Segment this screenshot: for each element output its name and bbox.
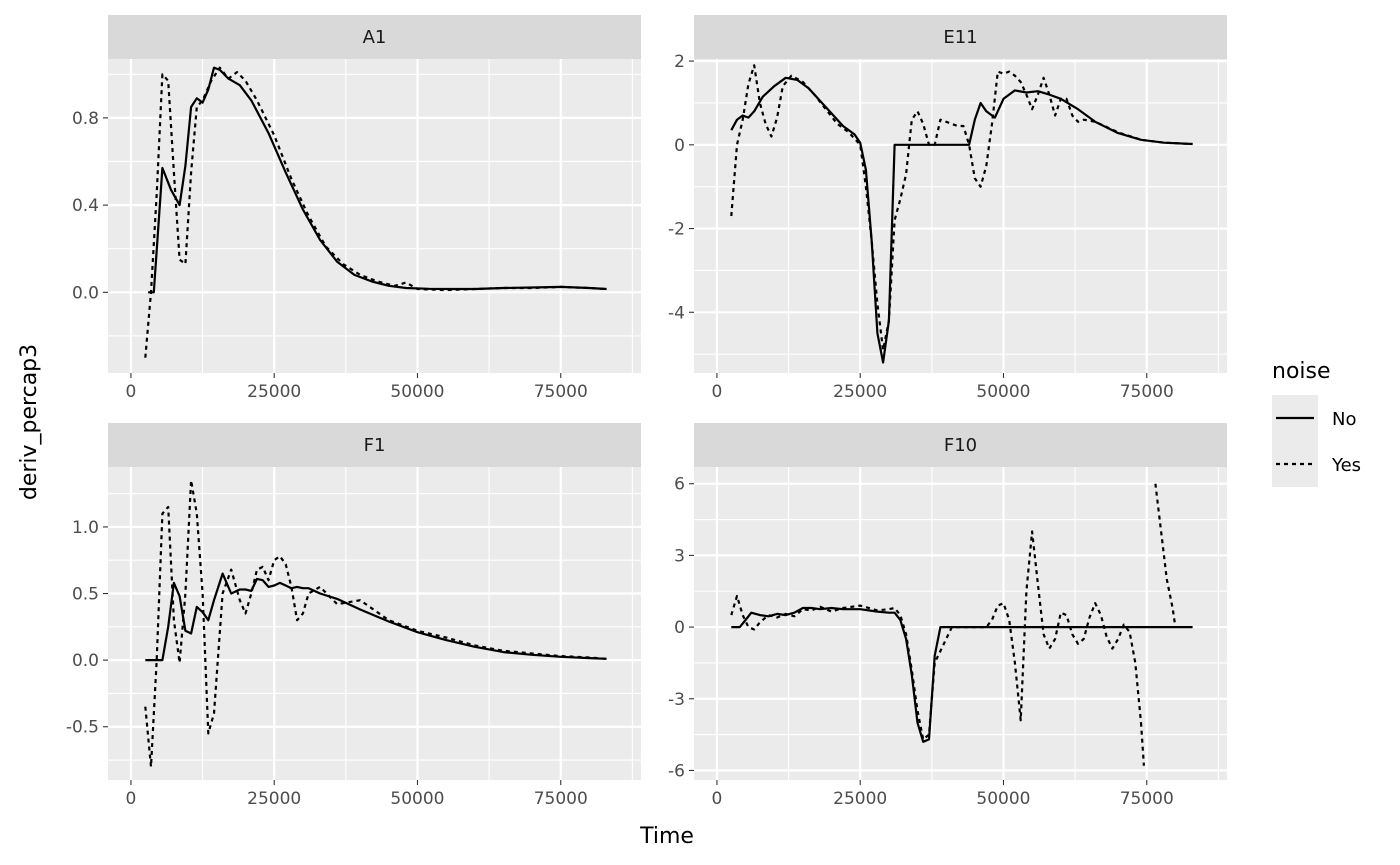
series-line-no — [730, 76, 1193, 364]
x-tick-label: 50000 — [390, 382, 444, 402]
x-tick-label: 0 — [712, 789, 723, 809]
panel-background — [694, 59, 1227, 373]
panels-layer: A1 0 25000 50000 75000 0.0 0.4 0.8 E11 0 25000 5000… — [66, 15, 1227, 809]
x-tick-label: 0 — [126, 789, 137, 809]
legend-label-no: No — [1332, 409, 1356, 430]
series-line-yes — [144, 66, 607, 358]
x-tick-label: 25000 — [833, 382, 887, 402]
facet-strip — [694, 15, 1227, 59]
series-line-yes — [144, 479, 607, 768]
y-tick-label: 0.5 — [72, 585, 99, 605]
panel-f1: F1 0 25000 50000 75000 -0.5 0.0 0.5 1.0 — [66, 423, 641, 809]
x-axis-title: Time — [639, 824, 694, 849]
series-line-no — [148, 66, 607, 294]
x-tick-label: 25000 — [247, 789, 301, 809]
y-axis-title: deriv_percap3 — [17, 344, 42, 500]
facet-strip — [108, 15, 641, 59]
x-tick-label: 50000 — [976, 789, 1030, 809]
panel-background — [108, 467, 641, 780]
panel-e11: E11 0 25000 50000 75000 -4 -2 0 2 — [668, 15, 1227, 402]
legend-title: noise — [1272, 359, 1331, 384]
y-tick-label: 3 — [674, 546, 685, 566]
y-tick-label: 0.4 — [72, 196, 99, 216]
y-tick-label: 1.0 — [72, 518, 99, 538]
y-tick-label: -0.5 — [66, 718, 99, 738]
x-tick-label: 75000 — [534, 382, 588, 402]
x-tick-label: 75000 — [1120, 382, 1174, 402]
y-tick-label: -4 — [668, 303, 685, 323]
facet-strip-label: A1 — [363, 27, 387, 48]
series-line-yes — [1154, 483, 1177, 628]
y-tick-label: 0 — [674, 136, 685, 156]
legend: noise No Yes — [1272, 359, 1361, 487]
panel-a1: A1 0 25000 50000 75000 0.0 0.4 0.8 — [72, 15, 641, 402]
x-tick-label: 25000 — [833, 789, 887, 809]
x-tick-label: 75000 — [1120, 789, 1174, 809]
y-tick-label: -6 — [668, 761, 685, 781]
facet-strip-label: F1 — [364, 435, 386, 456]
y-tick-label: 6 — [674, 475, 685, 495]
y-tick-label: -2 — [668, 220, 685, 240]
legend-label-yes: Yes — [1331, 455, 1361, 476]
series-line-yes — [730, 530, 1143, 741]
facet-strip-label: E11 — [943, 27, 977, 48]
x-tick-label: 0 — [126, 382, 137, 402]
y-tick-label: 0.8 — [72, 109, 99, 129]
y-tick-label: 2 — [674, 52, 685, 72]
series-line-no — [731, 606, 1193, 743]
y-tick-label: -3 — [668, 690, 685, 710]
panel-f10: F10 0 25000 50000 75000 -6 -3 0 3 6 — [668, 423, 1227, 809]
series-line-no — [145, 572, 607, 662]
x-tick-label: 75000 — [534, 789, 588, 809]
series-line-yes — [1139, 722, 1145, 766]
x-tick-label: 0 — [712, 382, 723, 402]
x-tick-label: 50000 — [976, 382, 1030, 402]
facet-strip — [694, 423, 1227, 467]
x-tick-label: 25000 — [247, 382, 301, 402]
facet-strip — [108, 423, 641, 467]
y-tick-label: 0 — [674, 618, 685, 638]
facet-strip-label: F10 — [944, 435, 977, 456]
y-tick-label: 0.0 — [72, 651, 99, 671]
x-tick-label: 50000 — [390, 789, 444, 809]
y-tick-label: 0.0 — [72, 283, 99, 303]
series-line-yes — [730, 64, 1193, 352]
